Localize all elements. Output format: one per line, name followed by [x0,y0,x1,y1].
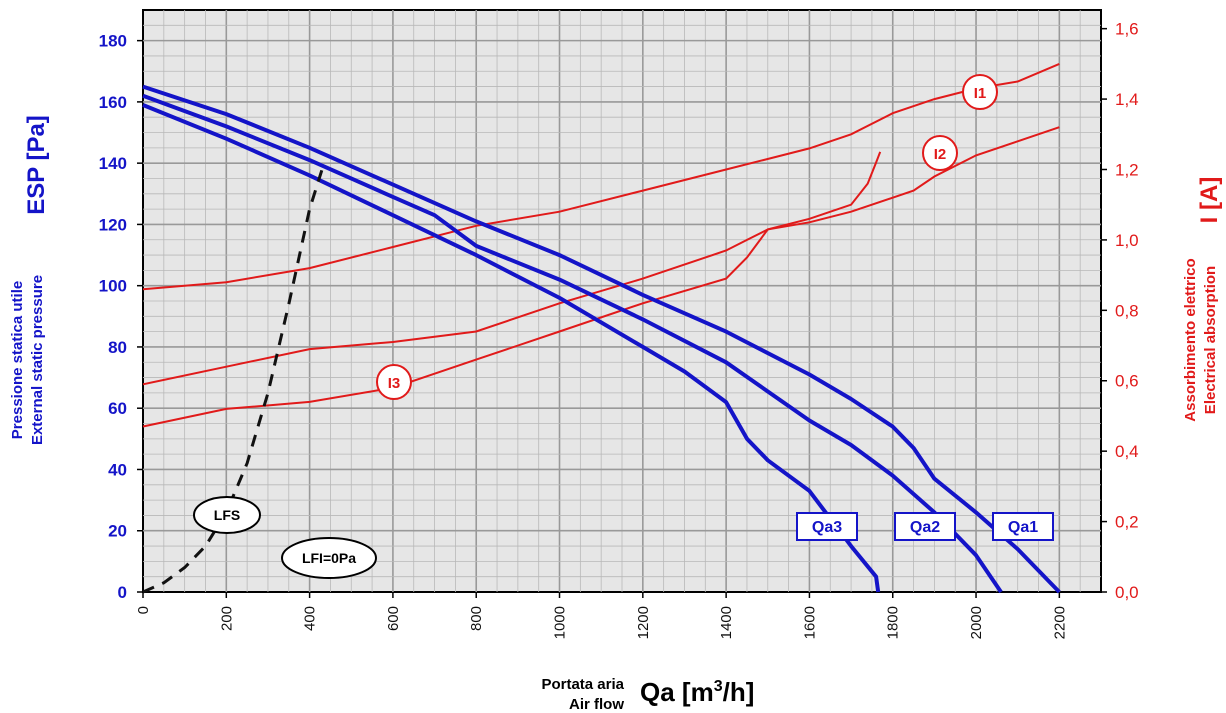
y-right-tick-label: 1,2 [1115,160,1139,179]
x-title: Qa [m3/h] [640,677,754,707]
x-tick-label: 1600 [801,606,818,639]
y-right-tick-label: 1,0 [1115,231,1139,250]
x-tick-label: 200 [218,606,235,631]
y-right-tick-label: 0,6 [1115,372,1139,391]
x-subtitle-2: Air flow [569,696,624,713]
y-right-subtitle-1: Assorbimento elettrico [1182,258,1199,421]
tag-qa3: Qa3 [796,512,858,541]
tag-qa3-label: Qa3 [812,519,842,536]
x-title-sup: 3 [714,678,723,695]
x-tick-label: 800 [468,606,485,631]
current-line-i3 [142,151,882,428]
y-right-tick-label: 1,4 [1115,90,1139,109]
tag-i2: I2 [922,135,958,171]
y-left-tick-label: 180 [99,32,127,51]
y-left-title: ESP [Pa] [23,115,50,215]
x-tick-label: 2000 [968,606,985,639]
y-right-title: I [A] [1196,177,1223,224]
tag-i1: I1 [962,74,998,110]
tag-qa1: Qa1 [992,512,1054,541]
right-axis: 0,0 0,2 0,4 0,6 0,8 1,0 1,2 1,4 1,6 [1101,20,1139,602]
y-right-tick-label: 0,8 [1115,301,1139,320]
pressure-line-qa1 [142,84,1061,594]
y-left-subtitle-2: External static pressure [29,275,46,445]
y-left-tick-label: 80 [108,338,127,357]
current-line-i2 [142,126,1060,386]
y-left-tick-label: 120 [99,215,127,234]
x-tick-label: 2200 [1051,606,1068,639]
pressure-line-qa2 [142,93,1003,594]
x-title-tail: /h] [723,677,755,707]
x-tick-label: 600 [385,606,402,631]
x-tick-label: 400 [302,606,319,631]
y-right-tick-label: 1,6 [1115,20,1139,39]
y-left-subtitle-1: Pressione statica utile [9,281,26,439]
grid [143,10,1101,592]
x-tick-label: 1000 [552,606,569,639]
tag-qa2-label: Qa2 [910,519,940,536]
tag-lfs-label: LFS [214,507,240,523]
y-left-tick-label: 160 [99,93,127,112]
y-left-tick-label: 40 [108,460,127,479]
tag-i3-label: I3 [388,375,401,392]
y-left-tick-label: 60 [108,399,127,418]
x-tick-label: 1800 [885,606,902,639]
tag-lfi: LFI=0Pa [281,537,377,579]
x-axis: 0 200 400 600 800 1000 1200 1400 1600 1800 2000 220… [135,592,1068,639]
y-left-tick-label: 140 [99,154,127,173]
y-left-tick-label: 20 [108,522,127,541]
y-right-subtitle-2: Electrical absorption [1202,266,1219,414]
x-tick-label: 1400 [718,606,735,639]
tag-qa2: Qa2 [894,512,956,541]
tag-lfi-label: LFI=0Pa [302,550,356,566]
y-left-tick-label: 100 [99,277,127,296]
left-axis: 0 20 40 60 80 100 120 140 160 180 [99,32,143,602]
x-tick-label: 0 [135,606,152,614]
x-subtitle-1: Portata aria [541,676,624,693]
tag-i1-label: I1 [974,85,987,102]
y-right-tick-label: 0,0 [1115,583,1139,602]
tag-lfs: LFS [193,496,261,534]
tag-qa1-label: Qa1 [1008,519,1038,536]
y-right-tick-label: 0,4 [1115,442,1139,461]
tag-i2-label: I2 [934,146,947,163]
y-right-tick-label: 0,2 [1115,513,1139,532]
x-tick-label: 1200 [635,606,652,639]
system-curve-lfs [142,168,324,594]
tag-i3: I3 [376,364,412,400]
x-title-main: Qa [m [640,677,714,707]
y-left-tick-label: 0 [118,583,127,602]
